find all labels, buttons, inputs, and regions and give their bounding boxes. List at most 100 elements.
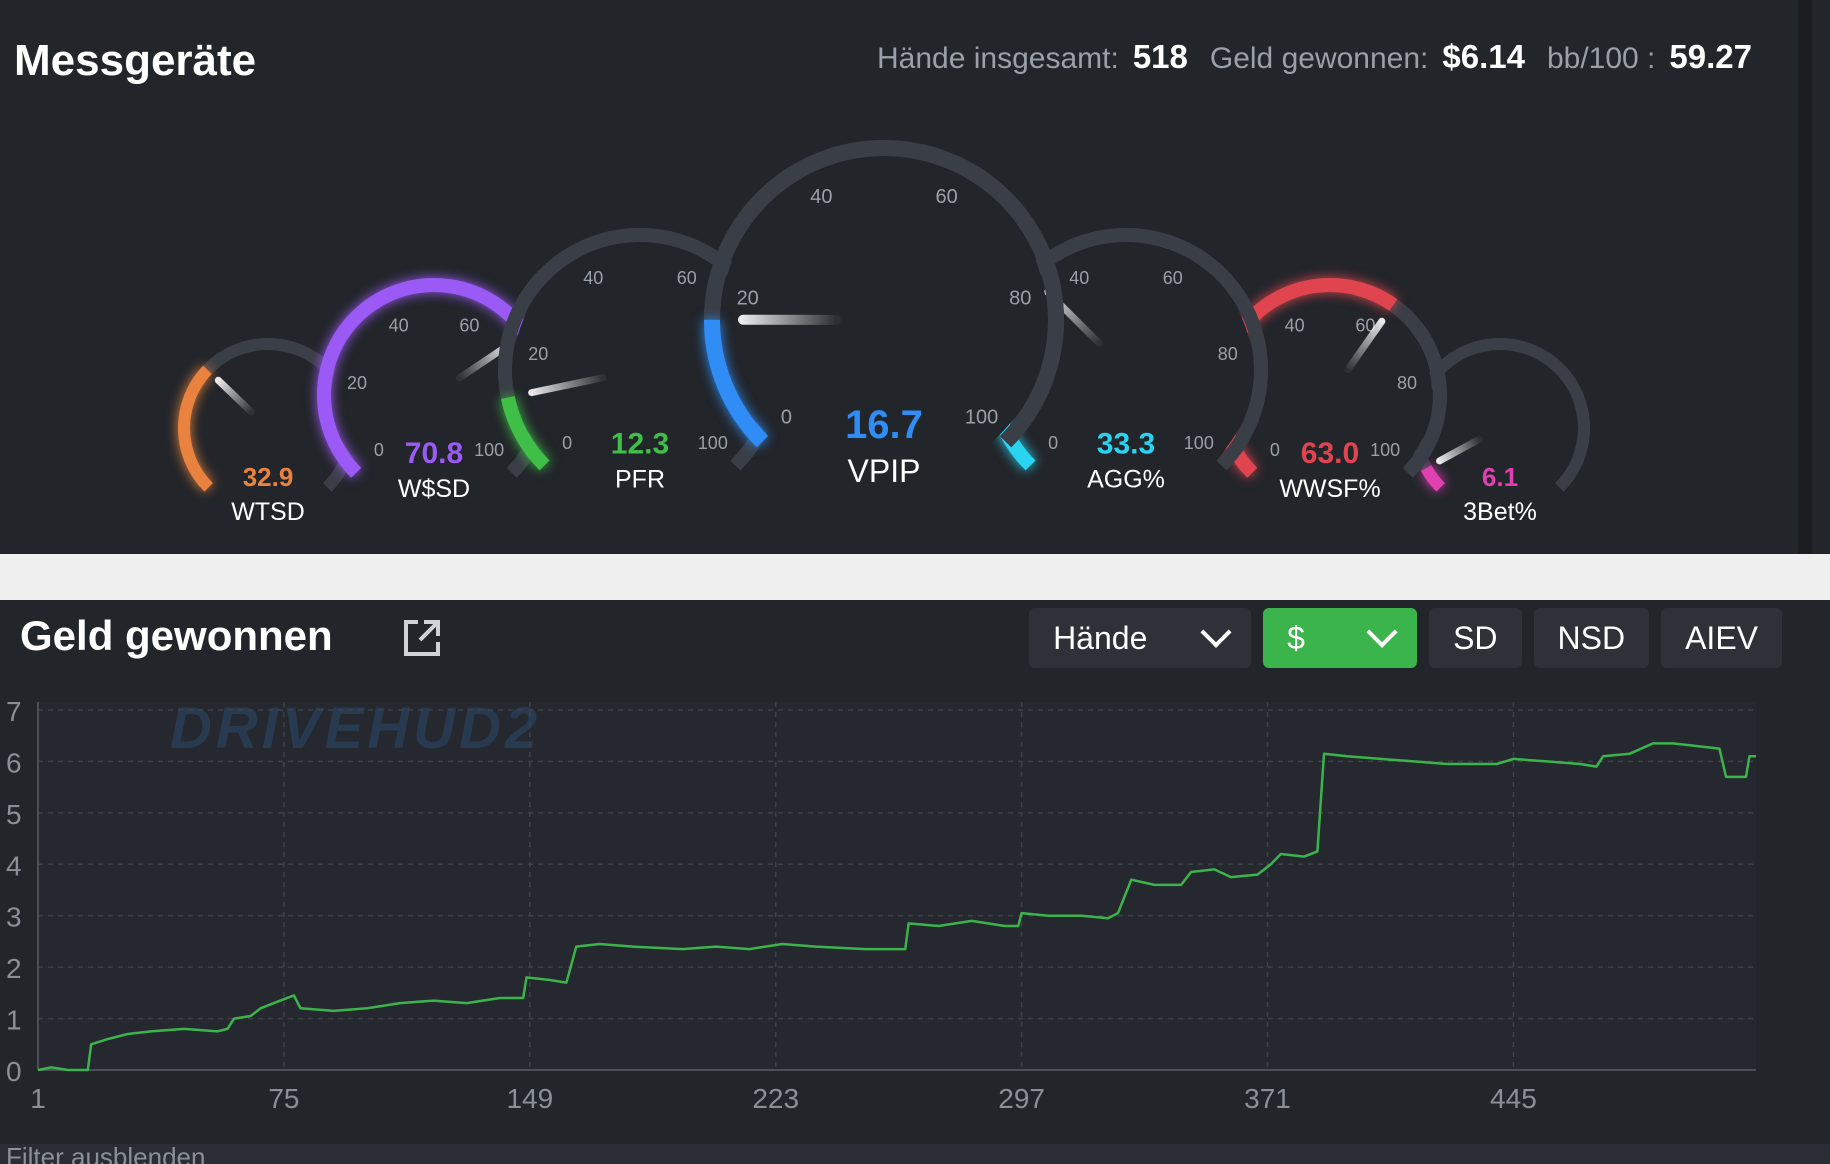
x-tick-label: 75 [268,1083,299,1114]
gauge-tick-label: 0 [1270,440,1280,460]
gauge-name: PFR [615,466,665,494]
y-tick-label: 2 [6,953,22,984]
gauge-tick-label: 60 [1355,316,1375,336]
gauge-tick-label: 60 [936,186,958,208]
money-won-label: Geld gewonnen: [1209,42,1429,75]
gauge-tick-label: 0 [374,440,384,460]
gauge-tick-label: 40 [1069,268,1089,288]
gauge-name: 3Bet% [1463,498,1537,526]
gauge-value: 6.1 [1482,462,1518,492]
gauge-value: 12.3 [611,428,669,461]
gauge-tick-label: 60 [677,268,697,288]
gauge-tick-label: 60 [459,316,479,336]
sd-button[interactable]: SD [1429,608,1522,668]
y-tick-label: 4 [6,850,22,881]
x-tick-label: 1 [30,1083,46,1114]
x-tick-label: 445 [1490,1083,1537,1114]
gauge-face [513,243,767,497]
gauge-face [332,293,536,497]
external-link-icon[interactable] [402,618,442,658]
gauge-value: 16.7 [845,403,923,447]
y-tick-label: 3 [6,902,22,933]
gauge-tick-label: 20 [347,373,367,393]
gauge-tick-label: 100 [1370,440,1400,460]
gauge-tick-label: 80 [1218,344,1238,364]
filter-toggle[interactable]: Filter ausblenden [0,1144,1830,1164]
gauge-tick-label: 60 [1163,268,1183,288]
gauge-name: WWSF% [1279,475,1380,503]
chevron-down-icon [1200,616,1232,648]
gauge-name: W$SD [398,475,470,503]
gauge-pfr: 0 20 40 60 100 12.3 PFR [498,228,782,497]
gauge-value: 70.8 [405,437,463,470]
x-tick-label: 297 [998,1083,1045,1114]
gauge-value-arc [703,319,769,448]
gauge-needle [1344,317,1386,374]
stats-bar: Hände insgesamt: 518 Geld gewonnen: $6.1… [877,38,1752,82]
gauge-name: VPIP [848,453,921,489]
gauge-vpip: 0 20 40 60 80 100 16.7 VPIP [703,140,1064,489]
gauge-value: 33.3 [1097,428,1155,461]
total-hands-value: 518 [1132,38,1188,75]
gauge-needle [1435,435,1483,465]
gauge-tick-label: 40 [389,316,409,336]
gauge-tick-label: 100 [474,440,504,460]
total-hands-label: Hände insgesamt: [877,42,1119,75]
gauge-needle [214,376,255,416]
bb100-value: 59.27 [1669,38,1752,75]
watermark-logo: DRIVEHUD2 [170,696,541,761]
gauge-face [1228,293,1432,497]
gauge-face [721,157,1047,483]
y-tick-label: 1 [6,1005,22,1036]
gauge-value-arc [1420,465,1445,492]
gauge-tick-label: 0 [1048,433,1058,453]
gauge-tick-label: 80 [1009,287,1031,309]
gauge-tick-label: 0 [562,433,572,453]
y-tick-label: 6 [6,747,22,778]
chart-toolbar: Hände $ SD NSD AIEV [1029,608,1782,668]
money-won-value: $6.14 [1442,38,1525,75]
gauge-value-arc [317,278,532,478]
unit-select-value: $ [1287,619,1305,656]
gauge-tick-label: 0 [781,407,792,429]
y-tick-label: 5 [6,799,22,830]
filter-toggle-label: Filter ausblenden [6,1144,206,1164]
gauge-tick-label: 40 [1285,316,1305,336]
gauge-value: 63.0 [1301,437,1359,470]
gauge-face [1423,351,1577,505]
x-tick-label: 149 [506,1083,553,1114]
gauge-tick-label: 100 [1184,433,1214,453]
gauge-needle [528,374,607,397]
x-axis-select[interactable]: Hände [1029,608,1252,668]
gauges-title: Messgeräte [14,36,257,85]
gauge-name: WTSD [231,498,305,526]
gauge-tick-label: 20 [737,287,759,309]
x-tick-label: 223 [752,1083,799,1114]
y-tick-label: 7 [6,696,22,727]
bb100-label: bb/100 : [1546,42,1656,75]
gauge-value: 32.9 [243,462,294,492]
gauges-panel: 32.9 WTSD 6.1 3Bet% 0 20 40 60 100 70.8 W$SD 0 40 60 8… [0,0,1830,554]
gauge-wtsd: 32.9 WTSD [178,338,358,526]
money-won-title: Geld gewonnen [20,612,333,659]
gauge-name: AGG% [1087,466,1165,494]
money-won-series-line [37,742,1756,1072]
gauge-value-arc [500,396,550,471]
gauge-tick-label: 40 [583,268,603,288]
gauge-tick-label: 80 [1397,373,1417,393]
nsd-button[interactable]: NSD [1533,608,1650,668]
chevron-down-icon [1366,616,1398,648]
aiev-button[interactable]: AIEV [1661,608,1782,668]
gauge-tick-label: 20 [528,344,548,364]
gauges-area: 32.9 WTSD 6.1 3Bet% 0 20 40 60 100 70.8 W$SD 0 40 60 8… [178,140,1590,526]
unit-select[interactable]: $ [1263,608,1418,668]
y-tick-label: 0 [6,1056,22,1087]
x-tick-label: 371 [1244,1083,1291,1114]
gauge-tick-label: 40 [810,186,832,208]
x-axis-select-value: Hände [1053,619,1148,656]
gauge-value-arc [178,365,213,492]
gauge-tick-label: 100 [965,407,998,429]
gauge-tick-label: 100 [698,433,728,453]
scrollbar[interactable] [1798,0,1812,554]
